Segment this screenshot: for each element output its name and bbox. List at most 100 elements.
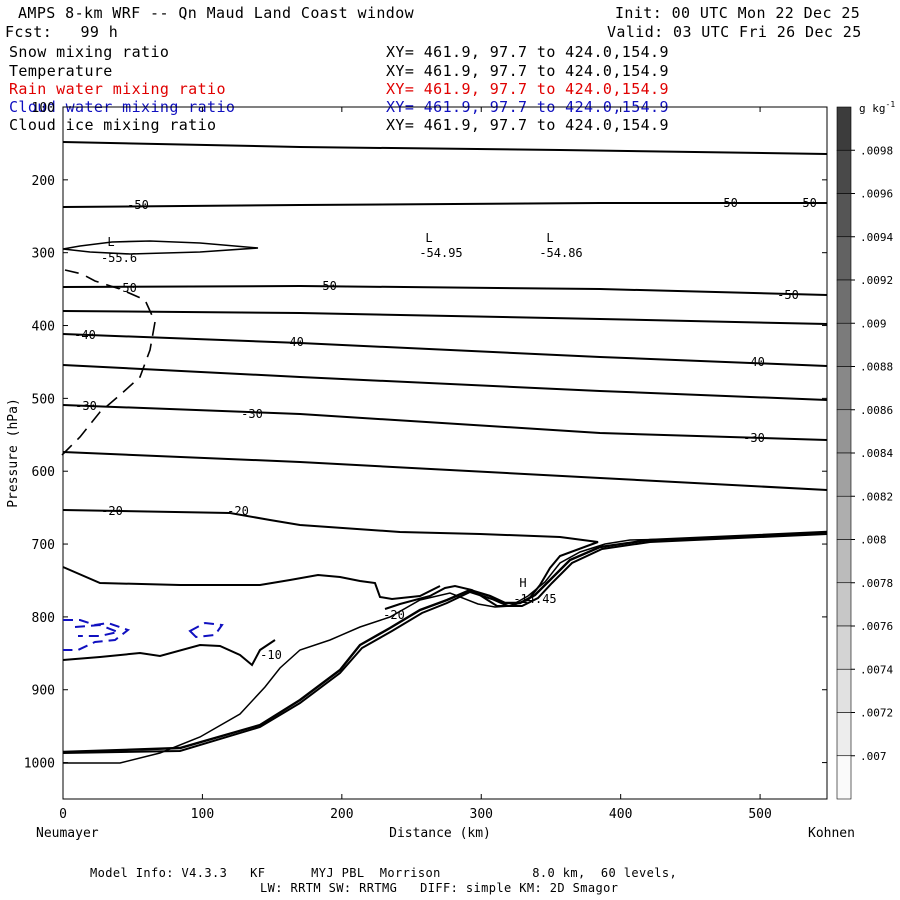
contour-label: -30 bbox=[743, 431, 765, 445]
contour-label: -40 bbox=[743, 355, 765, 369]
snow-contour bbox=[61, 269, 156, 456]
x-start-label: Neumayer bbox=[36, 826, 99, 841]
y-tick-label: 300 bbox=[32, 247, 55, 262]
contour-label: -50 bbox=[315, 279, 337, 293]
extremum-kind: H bbox=[519, 576, 526, 590]
isotherm-line bbox=[62, 240, 259, 255]
contour-label: -10 bbox=[260, 648, 282, 662]
field-xy: XY= 461.9, 97.7 to 424.0,154.9 bbox=[386, 80, 669, 98]
contour-label: -20 bbox=[227, 504, 249, 518]
init-time: Init: 00 UTC Mon 22 Dec 25 bbox=[615, 4, 861, 22]
y-tick-label: 200 bbox=[32, 174, 55, 189]
colorbar-tick-label: .0096 bbox=[860, 188, 893, 201]
colorbar-tick-label: .0088 bbox=[860, 361, 893, 374]
colorbar-tick-label: .0076 bbox=[860, 620, 893, 633]
colorbar-tick-label: .0098 bbox=[860, 144, 893, 157]
chart-title: AMPS 8-km WRF -- Qn Maud Land Coast wind… bbox=[18, 4, 415, 22]
x-tick-label: 400 bbox=[609, 807, 632, 822]
x-tick-label: 100 bbox=[191, 807, 214, 822]
contour-label: -40 bbox=[282, 335, 304, 349]
colorbar-swatch bbox=[836, 582, 852, 627]
isotherms bbox=[62, 141, 828, 754]
colorbar-swatch bbox=[836, 236, 852, 281]
x-axis-title: Distance (km) bbox=[389, 826, 491, 841]
colorbar-tick-label: .0072 bbox=[860, 707, 893, 720]
colorbar-swatch bbox=[836, 452, 852, 497]
colorbar-swatch bbox=[836, 193, 852, 238]
colorbar-tick-label: .0074 bbox=[860, 663, 893, 676]
contour-label: -30 bbox=[241, 407, 263, 421]
isotherm-line bbox=[62, 509, 599, 610]
y-tick-label: 1000 bbox=[24, 757, 55, 772]
colorbar-swatch bbox=[836, 149, 852, 194]
colorbar-tick-label: .007 bbox=[860, 750, 887, 763]
extremum-kind: L bbox=[425, 231, 432, 245]
cloud-water-contour bbox=[74, 623, 122, 637]
field-xy: XY= 461.9, 97.7 to 424.0,154.9 bbox=[386, 43, 669, 61]
colorbar-tick-label: .009 bbox=[860, 317, 887, 330]
colorbar-swatch bbox=[836, 106, 852, 151]
y-tick-label: 500 bbox=[32, 392, 55, 407]
x-tick-label: 300 bbox=[470, 807, 493, 822]
x-axis: 0 100 200 300 400 500 bbox=[59, 107, 772, 822]
extremum-value: -55.6 bbox=[101, 251, 137, 265]
field-name: Snow mixing ratio bbox=[9, 43, 170, 61]
y-tick-label: 100 bbox=[32, 101, 55, 116]
extremum-kind: L bbox=[107, 235, 114, 249]
contour-label: -50 bbox=[777, 288, 799, 302]
colorbar-tick-label: .0082 bbox=[860, 490, 893, 503]
y-tick-label: 700 bbox=[32, 538, 55, 553]
isotherm-line bbox=[62, 530, 828, 754]
field-name: Temperature bbox=[9, 62, 113, 80]
colorbar-swatch bbox=[836, 322, 852, 367]
x-tick-label: 500 bbox=[748, 807, 771, 822]
isotherm-line bbox=[62, 451, 828, 491]
contour-label: -50 bbox=[716, 196, 738, 210]
contour-label: -40 bbox=[74, 328, 96, 342]
colorbar-unit: g kg-1 bbox=[859, 100, 895, 115]
plot-frame bbox=[62, 106, 828, 800]
y-tick-label: 600 bbox=[32, 465, 55, 480]
colorbar-swatch bbox=[836, 539, 852, 584]
isotherm-line bbox=[62, 202, 827, 208]
field-xy: XY= 461.9, 97.7 to 424.0,154.9 bbox=[386, 116, 669, 134]
contour-label: -20 bbox=[101, 504, 123, 518]
physics-info-line: LW: RRTM SW: RRTMG DIFF: simple KM: 2D S… bbox=[260, 881, 619, 895]
extremum-value: -14.45 bbox=[513, 592, 556, 606]
contour-label: -50 bbox=[795, 196, 817, 210]
y-axis-title: Pressure (hPa) bbox=[6, 398, 21, 508]
x-tick-label: 0 bbox=[59, 807, 67, 822]
extremum-value: -54.86 bbox=[539, 246, 582, 260]
isotherm-line bbox=[62, 404, 828, 441]
isotherm-line bbox=[62, 310, 828, 325]
colorbar-tick-label: .008 bbox=[860, 534, 887, 547]
colorbar-swatch bbox=[836, 668, 852, 713]
x-end-label: Kohnen bbox=[808, 826, 855, 841]
contour-label: -30 bbox=[75, 399, 97, 413]
y-tick-label: 400 bbox=[32, 320, 55, 335]
valid-time: Valid: 03 UTC Fri 26 Dec 25 bbox=[607, 23, 862, 41]
isotherm-line bbox=[62, 333, 828, 367]
colorbar-tick-label: .0084 bbox=[860, 447, 893, 460]
y-tick-label: 800 bbox=[32, 611, 55, 626]
field-name: Cloud ice mixing ratio bbox=[9, 116, 217, 134]
isotherm-line bbox=[62, 639, 276, 667]
colorbar-tick-label: .0094 bbox=[860, 231, 893, 244]
contour-labels: -50 -50 -50 -50 -50 -50 -40 -40 -40 -30 … bbox=[74, 196, 817, 662]
isotherm-line bbox=[62, 284, 828, 296]
isotherm-line bbox=[62, 141, 828, 155]
colorbar-tick-label: .0086 bbox=[860, 404, 893, 417]
contour-label: -20 bbox=[383, 608, 405, 622]
cloud-water-contour bbox=[63, 619, 131, 651]
y-tick-label: 900 bbox=[32, 684, 55, 699]
colorbar-swatch bbox=[836, 755, 852, 800]
cloud-water-contour bbox=[188, 621, 224, 639]
colorbar-swatch bbox=[836, 495, 852, 540]
model-info-line: Model Info: V4.3.3 KF MYJ PBL Morrison 8… bbox=[90, 866, 678, 880]
colorbar-tick-label: .0078 bbox=[860, 577, 893, 590]
colorbar-swatch bbox=[836, 366, 852, 411]
colorbar-swatch bbox=[836, 712, 852, 757]
isotherm-line bbox=[62, 566, 441, 601]
isotherm-line bbox=[62, 364, 828, 401]
